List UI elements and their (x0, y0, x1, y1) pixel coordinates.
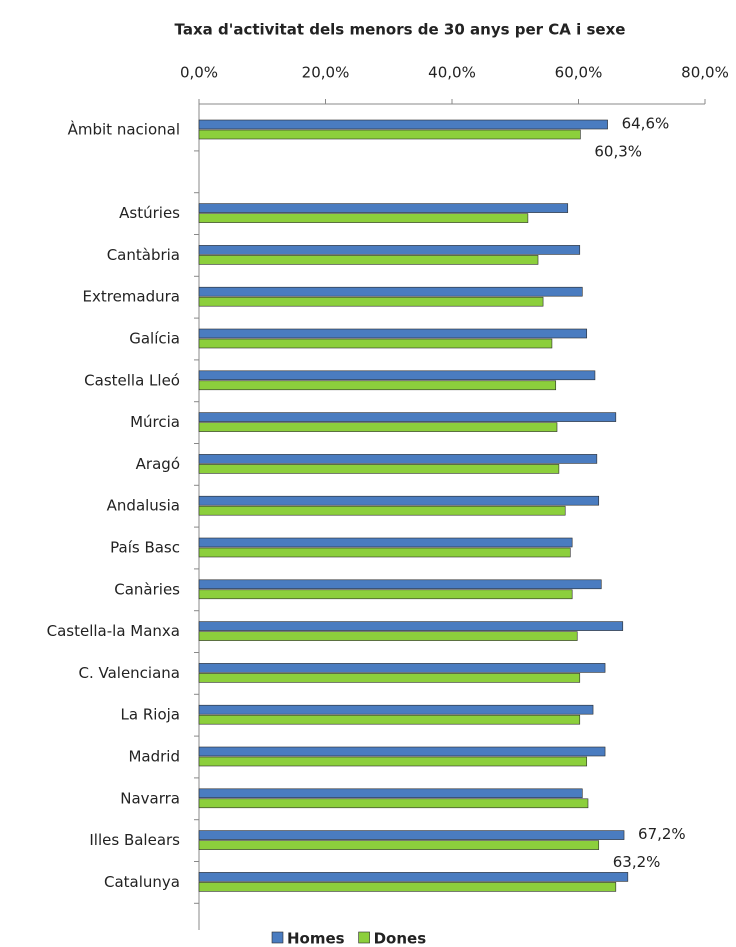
bar (198, 872, 629, 882)
bar (198, 338, 553, 349)
y-tick-label: Castella Lleó (84, 371, 180, 389)
y-tick-label: Astúries (119, 204, 180, 222)
bar (198, 245, 581, 255)
bar (198, 119, 608, 130)
chart-title: Taxa d'activitat dels menors de 30 anys … (175, 21, 626, 39)
bar (198, 746, 606, 757)
x-tick-label: 20,0% (302, 64, 350, 82)
bar (198, 129, 581, 140)
x-tick-label: 80,0% (681, 64, 729, 82)
y-tick-label: Cantàbria (107, 246, 180, 264)
legend-label: Homes (287, 930, 345, 947)
bar (198, 203, 569, 213)
bar (198, 621, 624, 631)
y-tick-label: Illes Balears (89, 831, 180, 849)
data-label: 60,3% (594, 143, 642, 161)
bar (198, 663, 606, 673)
bar (198, 380, 557, 391)
x-tick-label: 40,0% (428, 64, 476, 82)
bar (198, 213, 529, 223)
y-tick-label: Madrid (128, 748, 180, 766)
bar (198, 328, 588, 339)
data-label: 63,2% (613, 853, 661, 871)
bar (198, 704, 594, 715)
bar (198, 714, 581, 725)
bar (198, 830, 625, 840)
bar (198, 631, 578, 641)
legend-label: Dones (374, 930, 427, 947)
y-tick-label: Galícia (129, 330, 180, 348)
x-tick-label: 60,0% (555, 64, 603, 82)
bar (198, 454, 598, 464)
y-tick-label: Navarra (120, 789, 180, 807)
bar (198, 882, 617, 892)
y-tick-label: Canàries (114, 580, 180, 598)
bar (198, 840, 600, 850)
y-tick-label: Múrcia (130, 413, 180, 431)
bar (198, 537, 573, 548)
bar (198, 589, 573, 600)
data-label: 64,6% (622, 115, 670, 133)
data-label: 67,2% (638, 825, 686, 843)
y-tick-label: Andalusia (107, 497, 180, 515)
y-tick-label: La Rioja (121, 706, 180, 724)
y-tick-label: C. Valenciana (78, 664, 180, 682)
bar (198, 798, 589, 809)
y-tick-label: Àmbit nacional (68, 120, 180, 139)
bar (198, 296, 544, 307)
y-tick-label: Castella-la Manxa (47, 622, 180, 640)
y-tick-label: Aragó (136, 455, 180, 473)
y-tick-label: Extremadura (83, 288, 181, 306)
bar (198, 286, 583, 297)
bar (198, 756, 588, 767)
bar (198, 505, 566, 516)
bar (198, 547, 571, 558)
bar (198, 464, 560, 474)
bar (198, 255, 539, 265)
legend-swatch (271, 931, 284, 944)
bar (198, 412, 617, 422)
y-tick-label: País Basc (110, 539, 180, 557)
bar (198, 370, 596, 381)
bar (198, 579, 602, 590)
bar (198, 495, 600, 506)
bar (198, 788, 583, 799)
x-tick-label: 0,0% (180, 64, 218, 82)
bar (198, 422, 558, 432)
y-tick-label: Catalunya (104, 873, 180, 891)
legend-swatch (358, 931, 370, 944)
bar (198, 673, 581, 683)
